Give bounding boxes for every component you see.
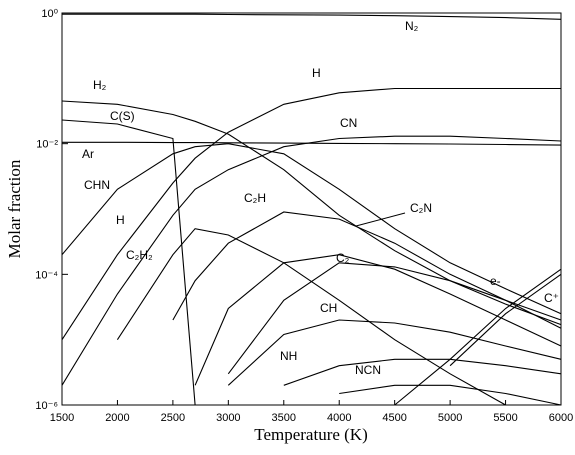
series-line [283,358,562,386]
x-tick-label: 2000 [105,412,129,424]
series-label: H [312,66,321,80]
series-label: NH [280,349,297,363]
pointer [355,212,406,227]
series-line [116,228,506,406]
x-tick-label: 4500 [382,412,406,424]
plot-frame [61,12,562,406]
series-line [61,119,196,406]
series-line [62,13,562,20]
series-label: e- [490,274,501,288]
series-line [62,141,562,146]
series-line [61,143,562,315]
series-line [61,135,562,386]
series-label: CHN [84,178,110,192]
x-tick-label: 5500 [493,412,517,424]
y-tick-label: 10⁻² [36,139,58,151]
series-line [227,319,562,386]
series-line [194,254,562,386]
series-line [449,273,562,367]
series-label: NCN [355,363,381,377]
x-tick-label: 2500 [161,412,185,424]
series-label: C₂H₂ [126,248,153,262]
y-tick-label: 10⁻⁴ [35,269,58,281]
x-axis-label: Temperature (K) [254,425,368,444]
x-tick-label: 4000 [327,412,351,424]
x-tick-label: 1500 [50,412,74,424]
y-axis-label: Molar fraction [5,159,24,258]
series-label: H₂ [93,78,107,92]
series-label: N₂ [405,19,419,33]
x-tick-label: 5000 [438,412,462,424]
series-line [227,262,562,375]
series-line [339,384,562,406]
series-line [394,268,562,406]
series-line [61,87,561,341]
series-line [172,211,562,329]
x-tick-label: 3000 [216,412,240,424]
annotation: H [116,213,125,227]
x-tick-label: 3500 [272,412,296,424]
x-tick-label: 6000 [549,412,573,424]
series-label: C₂H [244,191,266,205]
series-label: C(S) [110,109,135,123]
y-tick-label: 10⁻⁶ [35,400,58,412]
series-label: C⁺ [544,291,559,305]
series-line [61,100,562,326]
series-label: C₂N [410,201,432,215]
series-label: C₂ [336,251,350,265]
series-label: CN [340,116,357,130]
y-tick-label: 10⁰ [41,8,58,20]
series-label: CH [320,301,337,315]
series-label: Ar [82,147,94,161]
